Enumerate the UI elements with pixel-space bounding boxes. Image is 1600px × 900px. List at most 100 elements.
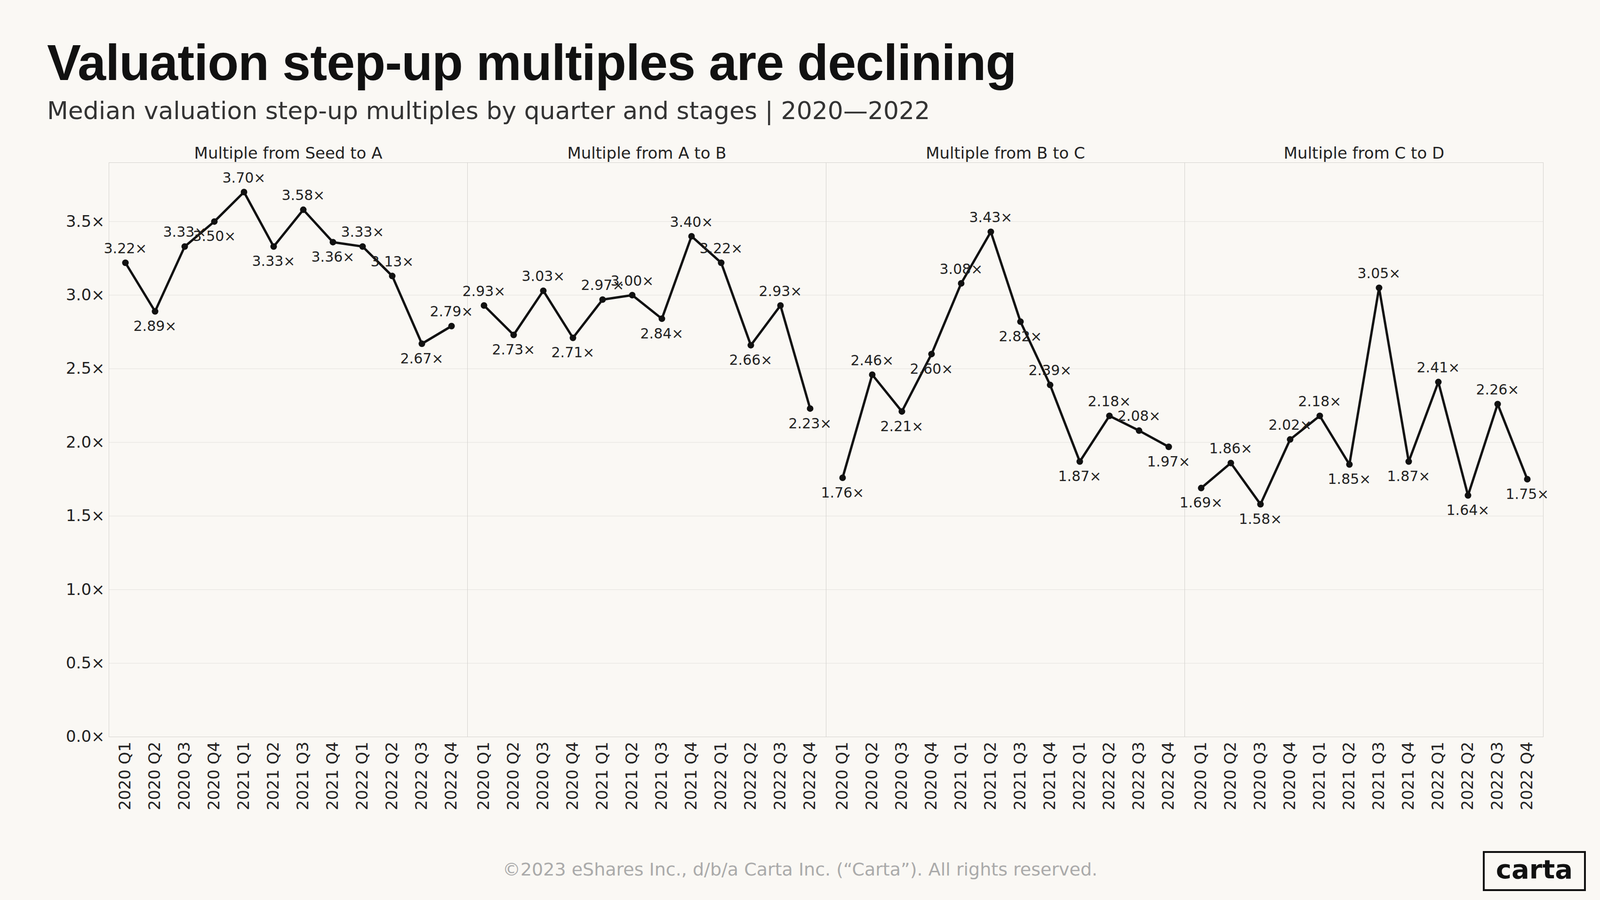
svg-text:2021 Q3: 2021 Q3: [293, 741, 312, 811]
svg-text:2020 Q4: 2020 Q4: [562, 741, 582, 811]
svg-text:2020 Q1: 2020 Q1: [1191, 741, 1210, 811]
svg-text:2021 Q4: 2021 Q4: [1040, 741, 1059, 811]
svg-text:2.82×: 2.82×: [999, 328, 1043, 345]
svg-text:1.86×: 1.86×: [1209, 440, 1253, 457]
svg-text:1.76×: 1.76×: [821, 484, 865, 501]
svg-text:2021 Q3: 2021 Q3: [651, 741, 671, 811]
svg-text:3.08×: 3.08×: [939, 260, 984, 278]
svg-text:2.67×: 2.67×: [400, 350, 444, 367]
svg-text:2.5×: 2.5×: [65, 358, 105, 378]
svg-text:3.50×: 3.50×: [192, 227, 237, 245]
svg-text:2022 Q4: 2022 Q4: [441, 741, 461, 811]
svg-text:2022 Q4: 2022 Q4: [1517, 741, 1536, 811]
svg-text:2022 Q1: 2022 Q1: [1428, 741, 1448, 811]
svg-text:2022 Q3: 2022 Q3: [411, 741, 431, 811]
svg-text:2022 Q3: 2022 Q3: [770, 741, 790, 811]
svg-text:2.66×: 2.66×: [729, 351, 773, 368]
svg-text:2.18×: 2.18×: [1298, 392, 1342, 410]
svg-text:2.08×: 2.08×: [1117, 407, 1161, 424]
svg-text:2020 Q1: 2020 Q1: [473, 741, 493, 811]
svg-text:2020 Q3: 2020 Q3: [533, 741, 552, 811]
svg-text:0.0×: 0.0×: [65, 726, 105, 746]
svg-text:2021 Q4: 2021 Q4: [681, 741, 701, 811]
svg-text:1.0×: 1.0×: [65, 579, 105, 599]
svg-text:1.85×: 1.85×: [1328, 470, 1372, 488]
svg-text:2021 Q1: 2021 Q1: [951, 741, 970, 811]
svg-text:2022 Q2: 2022 Q2: [1457, 741, 1477, 811]
svg-text:Multiple from Seed to A: Multiple from Seed to A: [194, 143, 383, 163]
svg-text:2022 Q3: 2022 Q3: [1487, 741, 1507, 811]
svg-text:2022 Q1: 2022 Q1: [352, 741, 372, 811]
svg-text:1.64×: 1.64×: [1446, 501, 1490, 519]
svg-text:2.21×: 2.21×: [880, 417, 924, 435]
svg-text:3.70×: 3.70×: [222, 169, 266, 186]
svg-text:3.05×: 3.05×: [1357, 264, 1401, 282]
svg-text:2020 Q2: 2020 Q2: [144, 741, 164, 811]
svg-text:2022 Q2: 2022 Q2: [740, 741, 760, 811]
svg-text:3.22×: 3.22×: [699, 240, 744, 257]
svg-text:Multiple from A to B: Multiple from A to B: [567, 143, 727, 163]
svg-text:2022 Q2: 2022 Q2: [382, 741, 401, 811]
svg-text:1.5×: 1.5×: [65, 505, 105, 525]
svg-text:3.22×: 3.22×: [104, 240, 148, 257]
svg-text:2.41×: 2.41×: [1416, 359, 1461, 376]
svg-text:2.18×: 2.18×: [1088, 392, 1132, 410]
svg-text:2022 Q1: 2022 Q1: [711, 741, 730, 811]
svg-text:2021 Q1: 2021 Q1: [233, 741, 253, 811]
svg-text:2.71×: 2.71×: [551, 344, 595, 361]
svg-text:3.43×: 3.43×: [969, 208, 1013, 226]
svg-text:2021 Q4: 2021 Q4: [1398, 741, 1418, 811]
svg-text:2020 Q2: 2020 Q2: [503, 741, 523, 811]
svg-text:2021 Q1: 2021 Q1: [592, 741, 612, 811]
svg-text:2021 Q2: 2021 Q2: [1339, 741, 1359, 811]
svg-text:0.5×: 0.5×: [65, 653, 105, 672]
svg-text:2020 Q3: 2020 Q3: [1250, 741, 1270, 811]
svg-text:2.39×: 2.39×: [1028, 361, 1072, 379]
svg-text:3.13×: 3.13×: [370, 253, 415, 270]
svg-text:2022 Q3: 2022 Q3: [1128, 741, 1148, 811]
svg-text:2022 Q2: 2022 Q2: [1099, 741, 1119, 811]
svg-text:2022 Q1: 2022 Q1: [1069, 741, 1089, 811]
svg-text:2.84×: 2.84×: [640, 325, 684, 342]
svg-text:2021 Q1: 2021 Q1: [1309, 741, 1329, 811]
svg-text:1.58×: 1.58×: [1239, 510, 1283, 528]
svg-text:3.0×: 3.0×: [65, 285, 105, 304]
svg-text:2.79×: 2.79×: [430, 303, 474, 320]
svg-text:Multiple from C to D: Multiple from C to D: [1283, 143, 1445, 163]
svg-text:2.02×: 2.02×: [1268, 416, 1312, 433]
svg-text:3.33×: 3.33×: [341, 223, 385, 240]
svg-text:2.60×: 2.60×: [910, 360, 954, 377]
svg-text:3.36×: 3.36×: [311, 248, 355, 265]
svg-text:1.87×: 1.87×: [1058, 467, 1102, 485]
svg-text:2022 Q4: 2022 Q4: [1158, 741, 1178, 811]
svg-text:2021 Q2: 2021 Q2: [622, 741, 641, 811]
svg-text:3.00×: 3.00×: [610, 272, 655, 289]
svg-text:3.40×: 3.40×: [670, 213, 714, 231]
svg-text:2020 Q3: 2020 Q3: [891, 741, 911, 811]
svg-text:2021 Q2: 2021 Q2: [980, 741, 1000, 811]
svg-text:2020 Q4: 2020 Q4: [204, 741, 224, 811]
svg-text:2020 Q1: 2020 Q1: [832, 741, 852, 811]
svg-text:2020 Q3: 2020 Q3: [174, 741, 194, 811]
svg-text:2.93×: 2.93×: [759, 282, 803, 300]
svg-text:2.73×: 2.73×: [492, 341, 536, 358]
svg-text:2.89×: 2.89×: [133, 317, 177, 335]
svg-text:3.03×: 3.03×: [521, 267, 566, 285]
svg-text:3.58×: 3.58×: [281, 186, 326, 204]
svg-text:2021 Q4: 2021 Q4: [322, 741, 342, 811]
svg-text:2020 Q1: 2020 Q1: [115, 741, 135, 811]
svg-text:2.93×: 2.93×: [462, 282, 506, 300]
svg-text:2021 Q3: 2021 Q3: [1368, 741, 1388, 811]
svg-text:1.75×: 1.75×: [1505, 485, 1550, 503]
svg-text:2020 Q2: 2020 Q2: [862, 741, 881, 811]
svg-text:2022 Q4: 2022 Q4: [800, 741, 819, 811]
svg-text:2.26×: 2.26×: [1476, 381, 1520, 398]
svg-text:2020 Q4: 2020 Q4: [1280, 741, 1299, 811]
svg-text:1.97×: 1.97×: [1147, 453, 1191, 470]
svg-text:2.23×: 2.23×: [788, 415, 832, 432]
svg-text:3.33×: 3.33×: [252, 252, 296, 270]
svg-text:Multiple from B to C: Multiple from B to C: [925, 143, 1086, 163]
svg-text:1.69×: 1.69×: [1179, 494, 1224, 511]
svg-text:2020 Q2: 2020 Q2: [1220, 741, 1240, 811]
svg-text:2021 Q2: 2021 Q2: [263, 741, 283, 811]
